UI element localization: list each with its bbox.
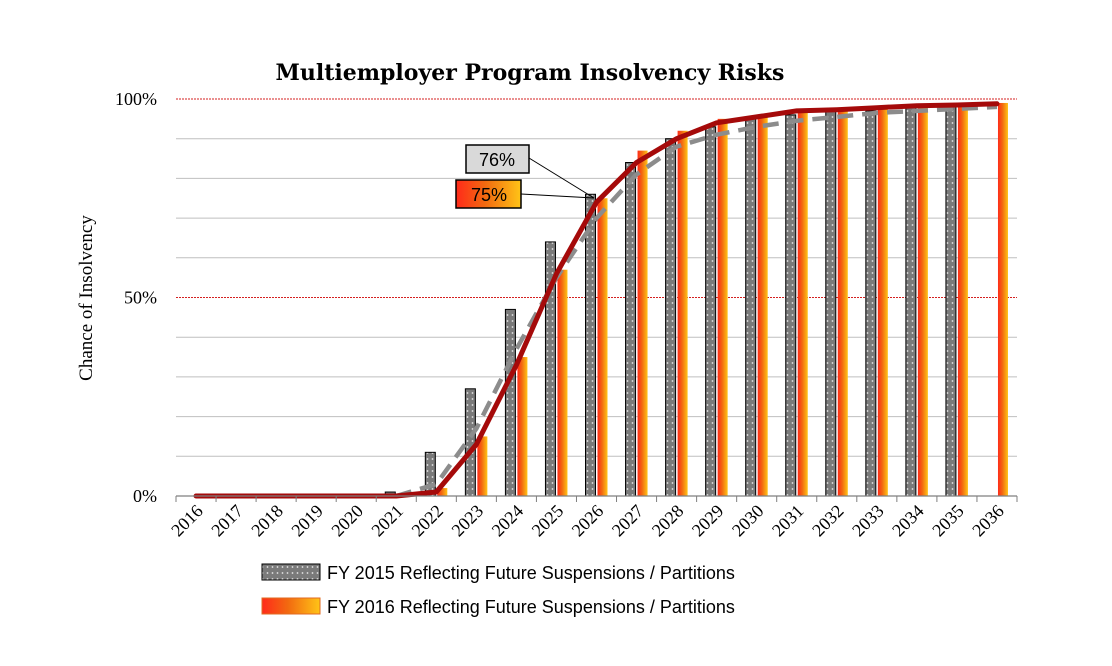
legend-label-fy2015: FY 2015 Reflecting Future Suspensions / … [327, 563, 735, 583]
bar-fy2016 [917, 106, 928, 496]
bar-fy2015 [504, 308, 516, 497]
y-tick-label: 100% [115, 89, 157, 109]
bar-fy2016 [637, 150, 648, 497]
bar-fy2015 [905, 106, 917, 497]
bar-fy2016 [877, 106, 888, 496]
chart-title: Multiemployer Program Insolvency Risks [276, 60, 785, 86]
bar-fy2016 [717, 118, 728, 496]
bar-fy2016 [797, 110, 808, 496]
bar-fy2015 [825, 110, 837, 497]
x-tick-label: 2023 [448, 501, 488, 541]
bar-fy2016 [757, 114, 768, 496]
x-tick-label: 2021 [367, 501, 407, 541]
bar-fy2015 [745, 118, 757, 497]
bar-fy2016 [597, 198, 608, 496]
legend-swatch-fy2015 [261, 563, 321, 581]
callout-76-box [465, 144, 530, 174]
x-tick-label: 2020 [327, 501, 367, 541]
x-tick-label: 2034 [888, 501, 928, 541]
y-axis-ticks: 0% 50% 100% [115, 89, 157, 506]
bar-fy2015 [424, 451, 436, 497]
x-tick-label: 2027 [608, 501, 648, 541]
bar-fy2015 [665, 138, 677, 497]
callouts: 76% 75% [455, 144, 595, 209]
y-tick-label: 50% [124, 288, 157, 308]
legend-swatch-fy2016 [261, 597, 321, 615]
legend-label-fy2016: FY 2016 Reflecting Future Suspensions / … [327, 597, 735, 617]
callout-75-label: 75% [471, 185, 507, 205]
x-tick-label: 2035 [928, 501, 968, 541]
callout-75-leader [520, 193, 595, 199]
line-solid [193, 101, 1000, 499]
y-axis-label: Chance of Insolvency [76, 215, 97, 381]
x-tick-label: 2032 [808, 501, 848, 541]
legend: FY 2015 Reflecting Future Suspensions / … [261, 563, 735, 617]
bar-fy2016 [557, 269, 568, 496]
x-tick-label: 2030 [728, 501, 768, 541]
bar-fy2015 [705, 126, 717, 497]
x-tick-label: 2016 [167, 501, 207, 541]
bar-fy2015 [785, 114, 797, 497]
x-tick-label: 2017 [207, 501, 247, 541]
lines [193, 101, 1000, 499]
x-tick-label: 2029 [688, 501, 728, 541]
x-tick-label: 2018 [247, 501, 287, 541]
bar-fy2016 [957, 106, 968, 496]
bar-fy2016 [837, 110, 848, 496]
x-axis [175, 495, 1018, 502]
y-tick-label: 0% [133, 486, 157, 506]
bar-fy2015 [945, 106, 957, 497]
x-tick-label: 2019 [287, 501, 327, 541]
x-tick-label: 2036 [968, 501, 1008, 541]
bar-fy2016 [997, 102, 1008, 496]
callout-76-leader [528, 157, 595, 199]
bar-fy2015 [865, 110, 877, 497]
line-dashed [196, 104, 998, 499]
x-tick-label: 2025 [528, 501, 568, 541]
bar-fy2016 [437, 488, 448, 496]
bar-fy2016 [517, 357, 528, 496]
bar-fy2015 [464, 388, 476, 497]
x-tick-label: 2028 [648, 501, 688, 541]
x-tick-label: 2024 [488, 501, 528, 541]
bar-fy2016 [677, 130, 688, 496]
bar-fy2016 [477, 436, 488, 496]
bar-fy2015 [625, 162, 637, 497]
x-axis-ticks: 2016 2017 2018 2019 2020 2021 2022 2023 2024 2025… [167, 501, 1008, 541]
x-tick-label: 2022 [408, 501, 448, 541]
x-tick-label: 2033 [848, 501, 888, 541]
x-tick-label: 2031 [768, 501, 808, 541]
callout-76-label: 76% [479, 150, 515, 170]
bars [384, 102, 1008, 497]
reference-lines [176, 98, 1017, 298]
bar-fy2015 [585, 193, 596, 497]
x-tick-label: 2026 [568, 501, 608, 541]
callout-75-box [455, 179, 522, 209]
